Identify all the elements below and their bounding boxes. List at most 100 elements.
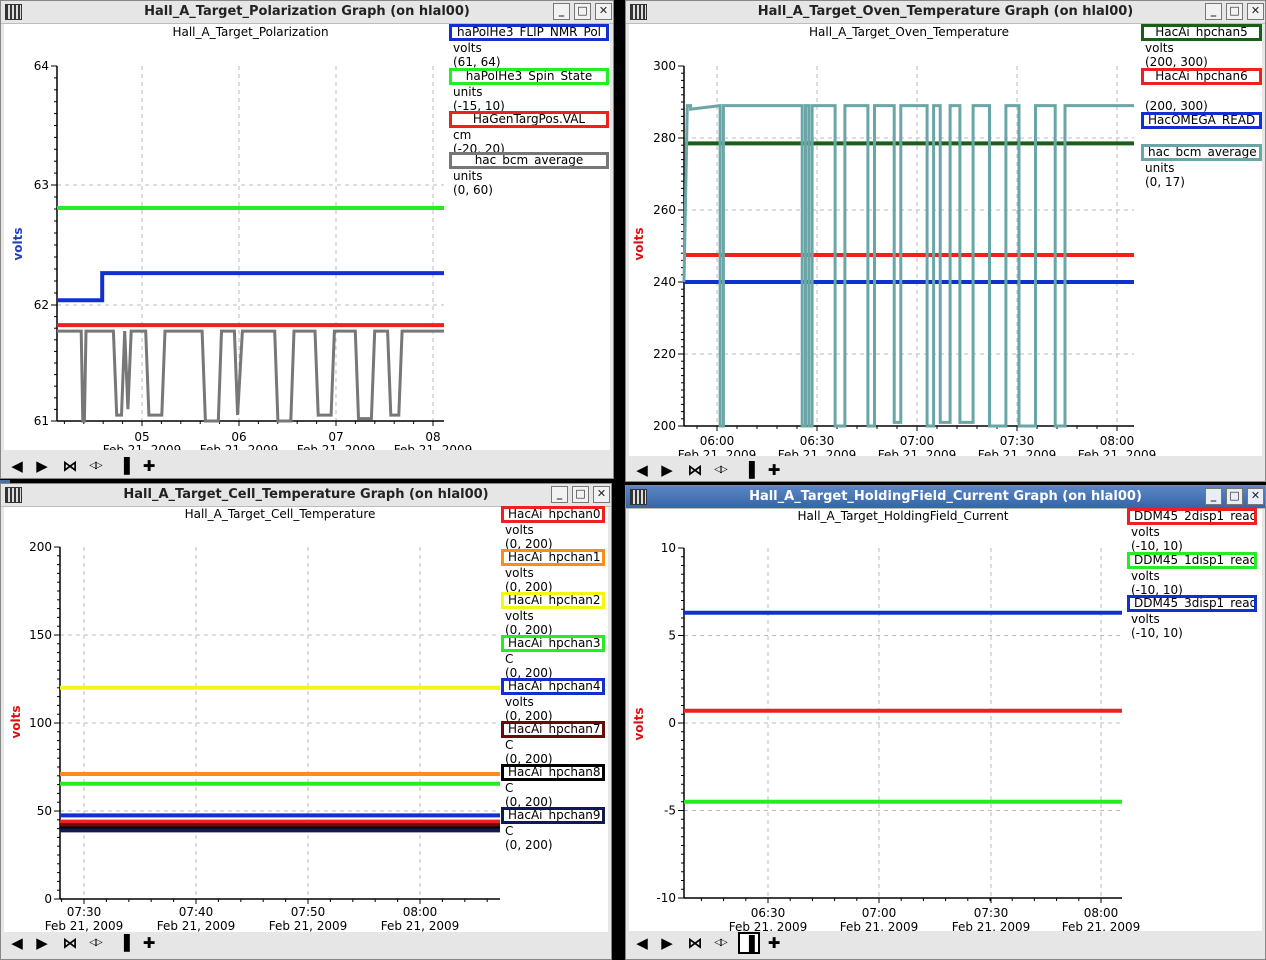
minimize-button[interactable]: _ [1205,3,1222,20]
y-tick-label: 62 [34,298,49,312]
y-tick-label: 300 [653,59,676,73]
legend-unit: units [1145,161,1175,175]
zoom-in-icon[interactable]: ⋈ [687,461,703,479]
y-tick-label: 220 [653,347,676,361]
legend-item[interactable]: hac_bcm_average units (0, 60) [449,152,609,197]
legend-item[interactable]: HacAi_hpchan6 (200, 300) [1141,68,1262,113]
reset-zoom-icon[interactable]: ▐ [118,457,130,475]
legend-series-name[interactable]: HacOMEGA_READ [1141,112,1262,129]
legend-item[interactable]: haPolHe3_FLIP_NMR_Pol volts (61, 64) [449,24,609,69]
legend-item[interactable]: HacAi_hpchan4 volts (0, 200) [501,678,605,723]
legend-unit: volts [453,41,482,55]
graph-area[interactable]: Hall_A_Target_Oven_Temperature 300 280 260 2… [629,24,1262,456]
title-bar[interactable]: Hall_A_Target_Polarization Graph (on hla… [1,1,613,24]
arrow-right-icon[interactable]: ▶ [36,457,48,475]
legend-item[interactable]: HaGenTargPos.VAL cm (-20, 20) [449,111,609,156]
legend-unit [1141,85,1262,99]
reset-zoom-icon[interactable]: ▐ [738,932,760,954]
y-tick-label: 200 [29,540,52,554]
close-button[interactable]: ✕ [1247,3,1264,20]
add-icon[interactable]: ✚ [142,457,156,475]
legend-series-name[interactable]: HacAi_hpchan9 [501,807,605,824]
legend-item[interactable]: DDM45_3disp1_read volts (-10, 10) [1127,595,1257,640]
legend-item[interactable]: hac_bcm_average units (0, 17) [1141,144,1262,189]
zoom-out-icon[interactable]: ◁▷ [89,460,102,471]
legend-series-name[interactable]: HacAi_hpchan4 [501,678,605,695]
add-icon[interactable]: ✚ [767,934,781,952]
legend-item[interactable]: HacAi_hpchan9 C (0, 200) [501,807,605,852]
legend-series-name[interactable]: HacAi_hpchan1 [501,549,605,566]
close-button[interactable]: ✕ [1247,488,1264,505]
legend-series-name[interactable]: HacAi_hpchan2 [501,592,605,609]
legend-item[interactable]: haPolHe3_Spin_State units (-15, 10) [449,68,609,113]
arrow-left-icon[interactable]: ◀ [636,461,648,479]
legend-series-name[interactable]: HacAi_hpchan8 [501,764,605,781]
legend-item[interactable]: HacAi_hpchan5 volts (200, 300) [1141,24,1262,69]
graph-toolbar: ◀ ▶ ⋈ ◁▷ ▐ ✚ [629,457,1262,481]
legend-series-name[interactable]: hac_bcm_average [449,152,609,169]
legend-item[interactable]: DDM45_1disp1_read volts (-10, 10) [1127,552,1257,597]
graph-area[interactable]: Hall_A_Target_Polarization 64 63 62 61 05 Feb … [4,24,610,450]
window-menu-icon[interactable] [5,487,22,503]
legend-series-name[interactable]: HacAi_hpchan3 [501,635,605,652]
maximize-button[interactable]: □ [572,486,589,503]
legend-item[interactable]: HacAi_hpchan8 C (0, 200) [501,764,605,809]
reset-zoom-icon[interactable]: ▐ [118,934,130,952]
arrow-right-icon[interactable]: ▶ [661,934,673,952]
legend-series-name[interactable]: HacAi_hpchan0 [501,506,605,523]
window-menu-icon[interactable] [5,4,22,20]
maximize-button[interactable]: □ [1226,488,1243,505]
zoom-in-icon[interactable]: ⋈ [687,934,703,952]
zoom-out-icon[interactable]: ◁▷ [89,937,102,948]
legend-series-name[interactable]: HacAi_hpchan7 [501,721,605,738]
zoom-in-icon[interactable]: ⋈ [62,457,78,475]
title-bar[interactable]: Hall_A_Target_Cell_Temperature Graph (on… [1,484,611,507]
x-tick-date: Feb 21, 2009 [778,448,857,456]
title-bar[interactable]: Hall_A_Target_HoldingField_Current Graph… [626,486,1265,509]
zoom-out-icon[interactable]: ◁▷ [714,937,727,948]
graph-area[interactable]: Hall_A_Target_Cell_Temperature 200 150 100 5… [4,507,608,932]
legend-item[interactable]: HacAi_hpchan2 volts (0, 200) [501,592,605,637]
arrow-right-icon[interactable]: ▶ [661,461,673,479]
zoom-out-icon[interactable]: ◁▷ [714,464,727,475]
legend-series-name[interactable]: DDM45_3disp1_read [1127,595,1257,612]
minimize-button[interactable]: _ [1205,488,1222,505]
legend-range: (-10, 10) [1131,583,1183,597]
legend-series-name[interactable]: HacAi_hpchan6 [1141,68,1262,85]
add-icon[interactable]: ✚ [767,461,781,479]
reset-zoom-icon[interactable]: ▐ [743,461,755,479]
arrow-right-icon[interactable]: ▶ [36,934,48,952]
legend-series-name[interactable]: hac_bcm_average [1141,144,1262,161]
graph-area[interactable]: Hall_A_Target_HoldingField_Current 10 5 0 -5… [629,509,1262,931]
arrow-left-icon[interactable]: ◀ [636,934,648,952]
legend-item[interactable]: DDM45_2disp1_read volts (-10, 10) [1127,508,1257,553]
window-menu-icon[interactable] [630,4,647,20]
legend-item[interactable]: HacAi_hpchan0 volts (0, 200) [501,506,605,551]
close-button[interactable]: ✕ [593,486,610,503]
window-title: Hall_A_Target_HoldingField_Current Graph… [749,489,1142,504]
arrow-left-icon[interactable]: ◀ [11,934,23,952]
legend-series-name[interactable]: DDM45_1disp1_read [1127,552,1257,569]
legend-series-name[interactable]: HacAi_hpchan5 [1141,24,1262,41]
add-icon[interactable]: ✚ [142,934,156,952]
close-button[interactable]: ✕ [595,3,612,20]
oven-temperature-window: Hall_A_Target_Oven_Temperature Graph (on… [625,0,1266,482]
zoom-in-icon[interactable]: ⋈ [62,934,78,952]
maximize-button[interactable]: □ [574,3,591,20]
legend-series-name[interactable]: haPolHe3_FLIP_NMR_Pol [449,24,609,41]
legend-range: (0, 17) [1145,175,1185,189]
title-bar[interactable]: Hall_A_Target_Oven_Temperature Graph (on… [626,1,1265,24]
legend-item[interactable]: HacAi_hpchan7 C (0, 200) [501,721,605,766]
legend-range: (61, 64) [453,55,501,69]
minimize-button[interactable]: _ [553,3,570,20]
legend-series-name[interactable]: haPolHe3_Spin_State [449,68,609,85]
legend-item[interactable]: HacAi_hpchan1 volts (0, 200) [501,549,605,594]
arrow-left-icon[interactable]: ◀ [11,457,23,475]
legend-series-name[interactable]: HaGenTargPos.VAL [449,111,609,128]
minimize-button[interactable]: _ [551,486,568,503]
legend-range: (0, 200) [505,580,553,594]
window-menu-icon[interactable] [630,489,647,505]
maximize-button[interactable]: □ [1226,3,1243,20]
legend-item[interactable]: HacAi_hpchan3 C (0, 200) [501,635,605,680]
legend-series-name[interactable]: DDM45_2disp1_read [1127,508,1257,525]
